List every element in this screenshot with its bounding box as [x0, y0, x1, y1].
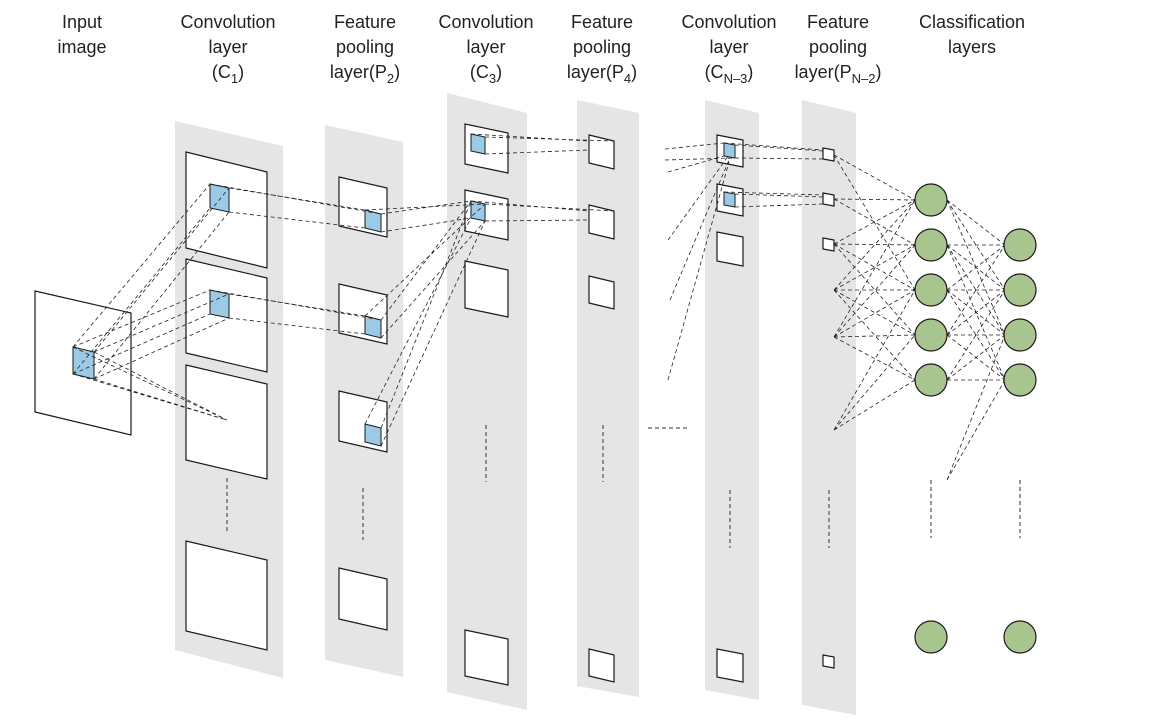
- output-neuron-4: [1003, 363, 1037, 397]
- p2-pooled-map-last: [338, 567, 388, 631]
- output-neuron-1: [1003, 228, 1037, 262]
- connections-c3-p4: [470, 133, 615, 222]
- header-pooling-pn2: Feature pooling layer(PN–2): [794, 12, 882, 86]
- cn3-kernel-1: [723, 142, 736, 159]
- cn3-feature-map-last: [716, 648, 744, 683]
- c1-kernel-2: [209, 289, 230, 319]
- c1-feature-map-last: [185, 540, 268, 651]
- header-classification-layers: Classification layers: [918, 12, 1026, 57]
- c3-feature-map-last: [464, 629, 509, 686]
- header-convolution-c3: Convolution layer (C3): [438, 12, 534, 86]
- hidden-neuron-1: [914, 183, 948, 217]
- header-pooling-p4: Feature pooling layer(P4): [566, 12, 638, 86]
- cn3-kernel-2: [723, 191, 736, 208]
- c3-kernel-1: [470, 133, 486, 155]
- hidden-neuron-5: [914, 363, 948, 397]
- hidden-neuron-4: [914, 318, 948, 352]
- connections-p2-c3: [364, 200, 486, 447]
- connections-cn3-pn2: [723, 142, 824, 208]
- pn2-pooled-map-1: [822, 147, 835, 162]
- header-convolution-c1: Convolution layer (C1): [180, 12, 276, 86]
- output-neuron-2: [1003, 273, 1037, 307]
- output-neuron-3: [1003, 318, 1037, 352]
- p2-kernel-3: [364, 423, 382, 447]
- header-convolution-cn3: Convolution layer (CN–3): [681, 12, 777, 86]
- connections-pn2-hidden: [833, 154, 916, 431]
- pn2-pooled-map-3: [822, 237, 835, 252]
- hidden-neuron-last: [914, 620, 948, 654]
- c3-feature-map-3: [464, 260, 509, 318]
- hidden-neuron-3: [914, 273, 948, 307]
- header-input-image: Input image: [57, 12, 107, 57]
- output-neuron-last: [1003, 620, 1037, 654]
- p4-pooled-map-1: [588, 134, 615, 170]
- pn2-pooled-map-last: [822, 654, 835, 669]
- cn3-feature-map-3: [716, 231, 744, 267]
- p4-pooled-map-2: [588, 204, 615, 240]
- c1-kernel-1: [209, 183, 230, 213]
- sheet-c3: [447, 93, 527, 710]
- sheet-pn2: [802, 100, 856, 715]
- connections-hidden-output: [946, 199, 1006, 481]
- c1-feature-map-3: [185, 364, 268, 480]
- header-pooling-p2: Feature pooling layer(P2): [329, 12, 401, 86]
- p4-pooled-map-last: [588, 648, 615, 683]
- sheet-p4: [577, 100, 639, 697]
- connections-c1-p2: [209, 183, 382, 335]
- connections-into-cn3: [664, 142, 736, 381]
- connections-input-c1: [72, 183, 230, 421]
- hidden-neuron-2: [914, 228, 948, 262]
- p4-pooled-map-3: [588, 275, 615, 310]
- pn2-pooled-map-2: [822, 192, 835, 207]
